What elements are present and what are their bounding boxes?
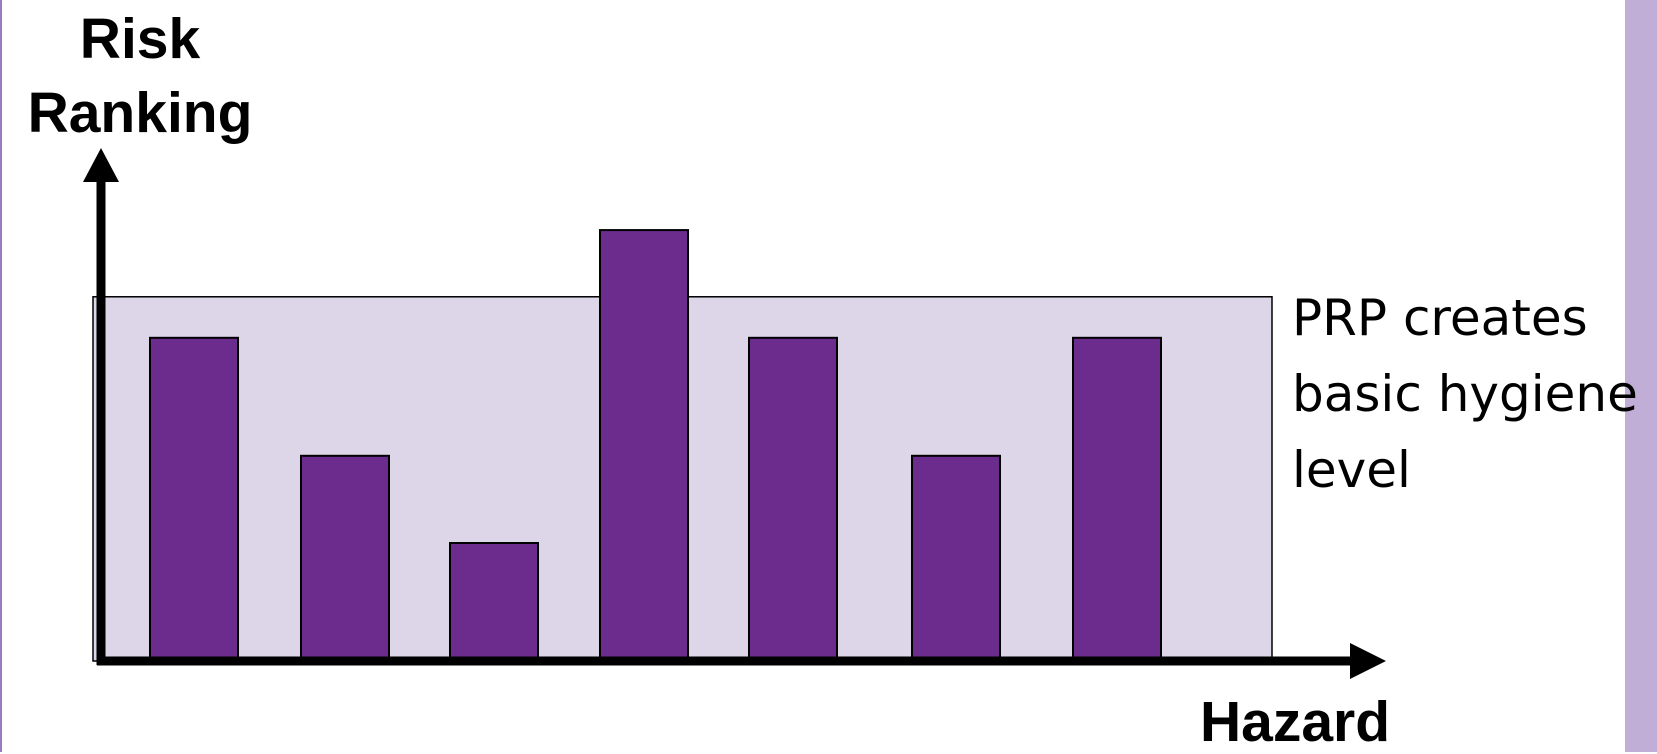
y-axis-label: Risk Ranking [27,7,253,145]
bar [300,454,390,662]
bar [149,336,239,662]
x-axis-label: Hazard [1199,690,1391,754]
x-axis-arrow [1350,643,1386,679]
side-strip [1625,0,1657,752]
bar [599,229,689,663]
bar [911,454,1001,662]
left-border [0,0,2,752]
bar [1072,336,1162,662]
bar [449,542,539,663]
bar [748,336,838,662]
y-axis-arrow [83,148,119,182]
annotation: PRP creates basic hygiene level [1292,289,1638,499]
